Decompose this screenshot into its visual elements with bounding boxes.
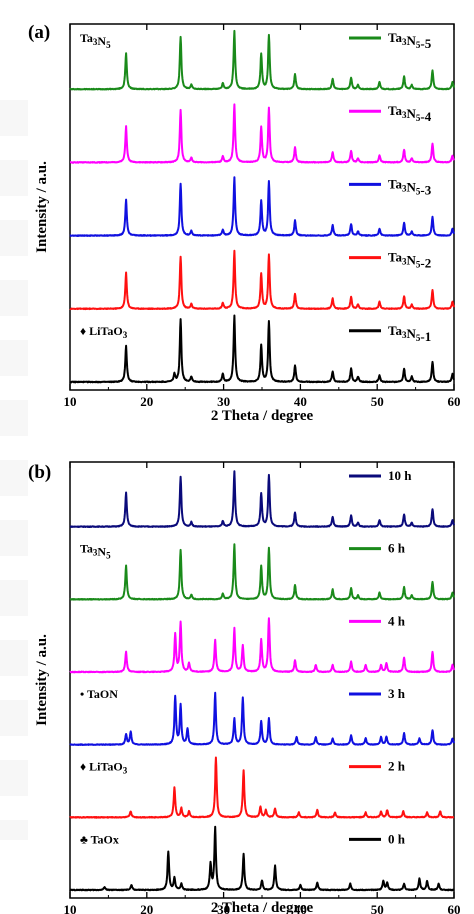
panel-b: (b) Intensity / a.u. 2 Theta / degree 10… [28, 461, 461, 914]
panel-a-ylabel: Intensity / a.u. [34, 161, 50, 253]
panel-a-annotations: Ta3N5 ♦ LiTaO3 [80, 31, 128, 340]
panel-b-ylabel: Intensity / a.u. [34, 634, 50, 726]
series-line-Ta3N5-1 [69, 314, 455, 384]
phase-annotation: • TaON [80, 687, 118, 701]
series-line-4-h [69, 617, 455, 674]
series-line-3-h [69, 691, 455, 746]
panel-a-xlabel: 2 Theta / degree [211, 408, 314, 424]
legend-label: 0 h [388, 831, 406, 846]
series-line-0-h [69, 825, 455, 892]
series-line-Ta3N5-2 [69, 249, 455, 311]
xtick-label: 10 [64, 394, 77, 409]
xtick-label: 50 [371, 394, 384, 409]
legend-label: 3 h [388, 686, 406, 701]
series-line-6-h [69, 543, 455, 601]
series-line-2-h [69, 756, 455, 819]
phase-annotation: ♦ LiTaO3 [80, 760, 128, 776]
panel-a-legend: Ta3N5-5 Ta3N5-4 Ta3N5-3 Ta3N5-2 Ta3N5-1 [349, 30, 432, 344]
phase-annotation: Ta3N5 [80, 542, 111, 561]
panel-a: (a) Intensity / a.u. 2 Theta / degree 10… [28, 22, 461, 424]
xtick-label: 20 [140, 394, 153, 409]
legend-label: Ta3N5-2 [388, 250, 431, 271]
legend-label: Ta3N5-4 [388, 103, 432, 124]
panel-a-label: (a) [28, 22, 50, 43]
series-line-10-h [69, 470, 455, 528]
legend-label: Ta3N5-5 [388, 30, 432, 51]
background-watermark [0, 100, 28, 840]
panel-b-legend: 10 h 6 h 4 h 3 h 2 h 0 h [349, 468, 412, 846]
legend-label: Ta3N5-3 [388, 176, 432, 197]
legend-label: Ta3N5-1 [388, 323, 431, 344]
panel-b-xticks: 10 20 30 40 50 60 [64, 462, 461, 914]
series-line-Ta3N5-5 [69, 29, 455, 91]
panel-b-series [69, 470, 455, 892]
xtick-label: 40 [294, 902, 307, 914]
series-line-Ta3N5-4 [69, 103, 455, 164]
legend-label: 4 h [388, 613, 406, 628]
phase-annotation: ♣ TaOx [80, 832, 119, 846]
legend-label: 2 h [388, 759, 406, 774]
xtick-label: 10 [64, 902, 77, 914]
panel-b-xlabel: 2 Theta / degree [211, 900, 314, 914]
legend-label: 10 h [388, 468, 412, 483]
xtick-label: 30 [217, 902, 230, 914]
series-line-Ta3N5-3 [69, 176, 455, 237]
xtick-label: 40 [294, 394, 307, 409]
legend-label: 6 h [388, 541, 406, 556]
xtick-label: 20 [140, 902, 153, 914]
xtick-label: 60 [448, 394, 461, 409]
panel-b-label: (b) [28, 462, 51, 483]
xtick-label: 30 [217, 394, 230, 409]
xtick-label: 50 [371, 902, 384, 914]
xtick-label: 60 [448, 902, 461, 914]
panel-b-annotations: Ta3N5 • TaON ♦ LiTaO3 ♣ TaOx [80, 542, 128, 847]
phase-annotation: Ta3N5 [80, 31, 111, 50]
panel-a-series [69, 29, 455, 384]
panel-a-xticks: 10 20 30 40 50 60 [64, 24, 461, 409]
phase-annotation: ♦ LiTaO3 [80, 324, 128, 340]
